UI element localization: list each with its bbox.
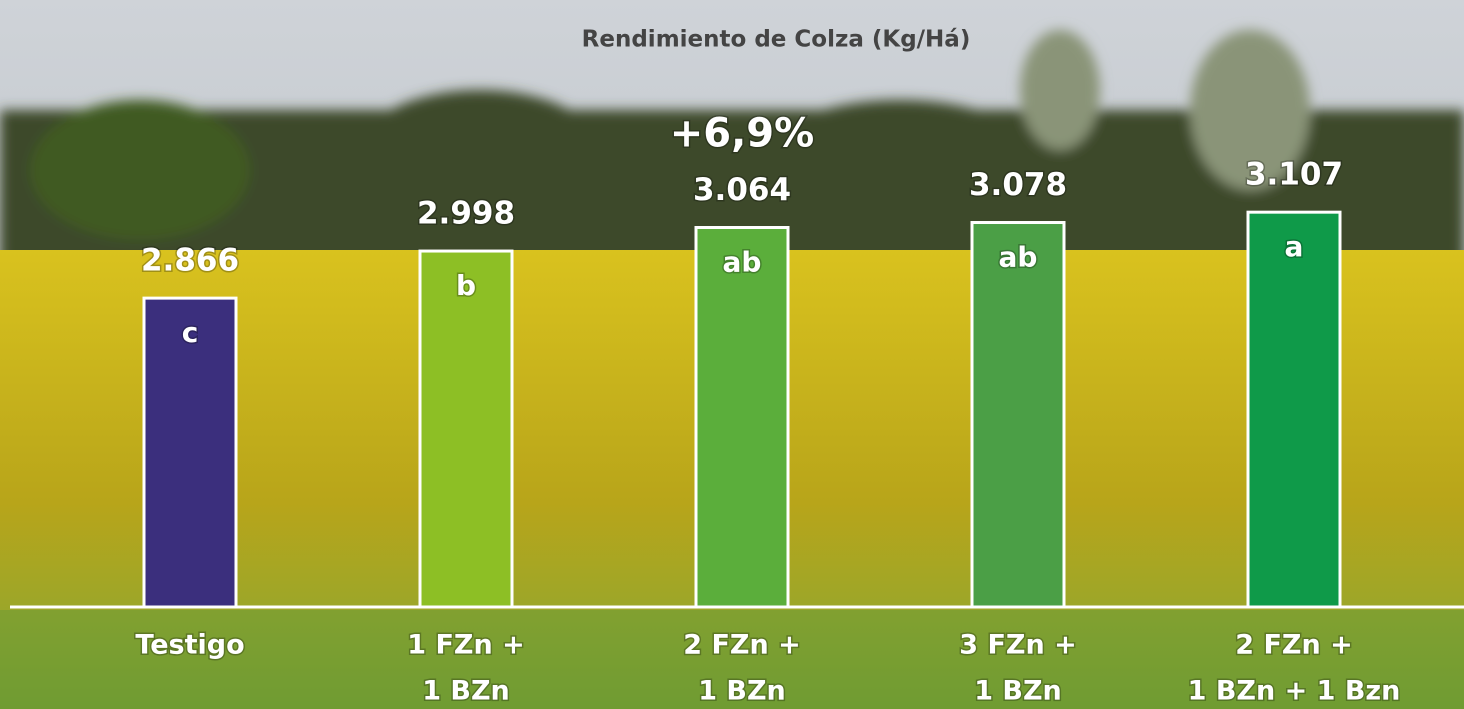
x-tick-label: 1 BZn: [974, 676, 1062, 707]
letter-label: ab: [999, 241, 1038, 274]
bar: [970, 221, 1066, 609]
letter-label: c: [182, 316, 199, 349]
x-tick-label: 1 BZn: [422, 676, 510, 707]
chart-title: Rendimiento de Colza (Kg/Há): [582, 27, 971, 53]
x-tick-label: Testigo: [135, 630, 244, 661]
letter-label: ab: [723, 246, 762, 279]
value-label: 2.866: [141, 243, 239, 279]
bar: [418, 249, 514, 609]
x-tick-label: 3 FZn +: [959, 630, 1076, 661]
bar: [694, 226, 790, 609]
value-label: 3.078: [969, 167, 1067, 203]
x-tick-label: 1 FZn +: [407, 630, 524, 661]
value-label: 2.998: [417, 196, 515, 232]
letter-label: a: [1285, 230, 1304, 263]
x-tick-label: 1 BZn: [698, 676, 786, 707]
bar: [1246, 210, 1342, 609]
x-tick-label: 2 FZn +: [1235, 630, 1352, 661]
annotation: +6,9%: [670, 111, 814, 157]
bar: [142, 296, 238, 609]
value-label: 3.064: [693, 172, 791, 208]
x-tick-label: 2 FZn +: [683, 630, 800, 661]
x-tick-label: 1 BZn + 1 Bzn: [1188, 676, 1401, 707]
value-label: 3.107: [1245, 157, 1343, 193]
letter-label: b: [456, 269, 476, 302]
